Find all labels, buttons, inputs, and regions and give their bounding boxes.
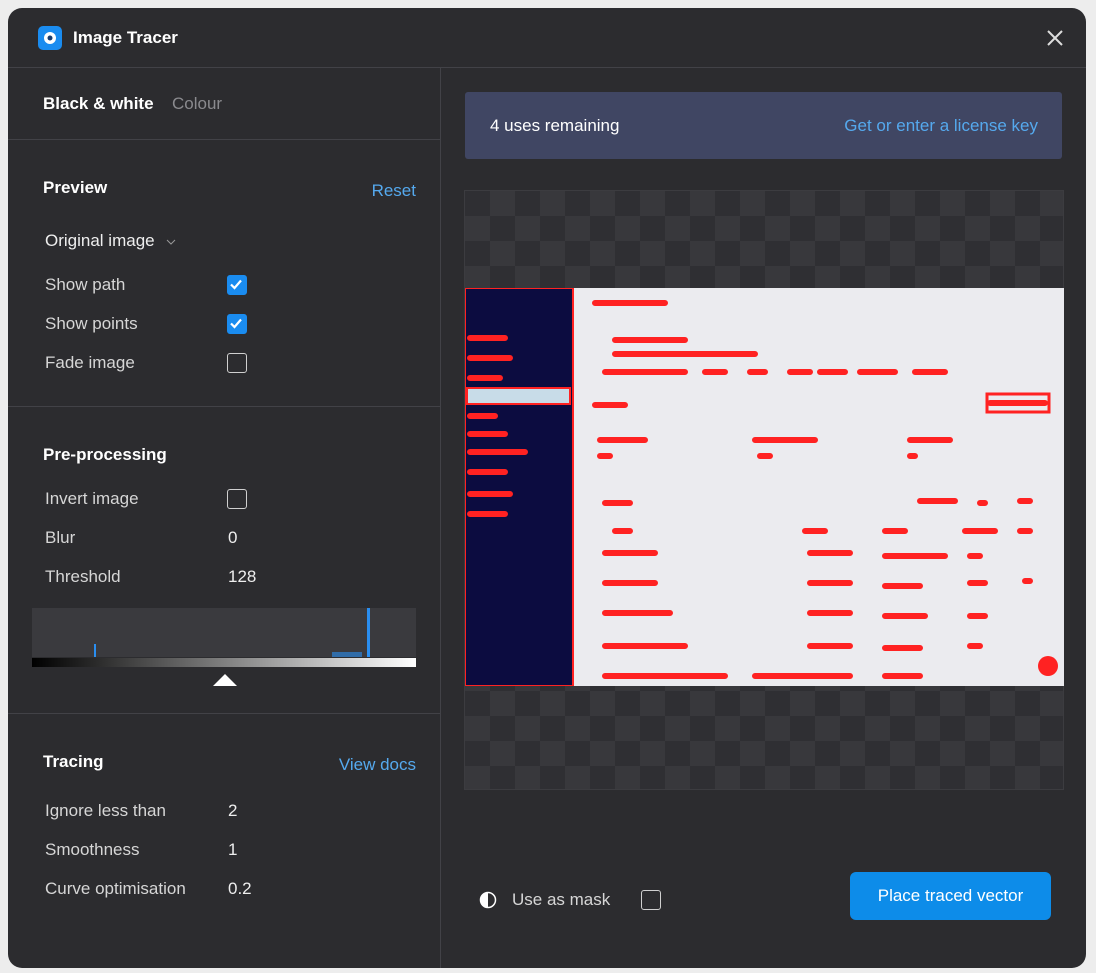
option-label: Show path: [45, 275, 126, 294]
checkbox[interactable]: [227, 275, 247, 295]
setting-value[interactable]: 128: [228, 567, 257, 586]
mask-icon: [479, 891, 497, 909]
option-label: Invert image: [45, 489, 139, 508]
checkbox[interactable]: [227, 314, 247, 334]
button-label: Place traced vector: [877, 886, 1024, 905]
mask-checkbox[interactable]: [641, 890, 661, 910]
tab[interactable]: Colour: [172, 94, 223, 113]
divider: [8, 67, 1086, 68]
setting-value[interactable]: 1: [228, 840, 238, 859]
setting-value[interactable]: 2: [228, 801, 238, 820]
checkbox[interactable]: [227, 489, 247, 509]
license-banner: 4 uses remaining Get or enter a license …: [465, 92, 1062, 159]
setting-label: Smoothness: [45, 840, 140, 859]
divider: [8, 139, 440, 140]
threshold-handle[interactable]: [213, 674, 237, 686]
divider: [8, 713, 440, 714]
section-title: Tracing: [43, 752, 104, 771]
tab[interactable]: Black & white: [43, 94, 154, 113]
setting-label: Threshold: [45, 567, 121, 586]
app-icon: [38, 26, 62, 50]
close-button[interactable]: [1046, 29, 1064, 47]
mode-dropdown[interactable]: Original image: [45, 231, 155, 250]
divider: [440, 67, 441, 968]
threshold-gradient: [32, 658, 416, 667]
checkbox[interactable]: [227, 353, 247, 373]
license-link[interactable]: Get or enter a license key: [844, 116, 1038, 135]
option-label: Show points: [45, 314, 138, 333]
preview-image: [465, 288, 1064, 686]
mask-label: Use as mask: [512, 890, 611, 909]
section-title: Pre-processing: [43, 445, 167, 464]
divider: [8, 406, 440, 407]
trace-preview: [464, 190, 1064, 790]
docs-link[interactable]: View docs: [338, 755, 416, 774]
reset-link[interactable]: Reset: [371, 181, 416, 200]
dialog: Image Tracer Black & white Colour Previe…: [8, 8, 1086, 968]
setting-label: Ignore less than: [45, 801, 166, 820]
setting-value[interactable]: 0.2: [228, 879, 252, 898]
license-message: 4 uses remaining: [490, 116, 620, 135]
setting-value[interactable]: 0: [228, 528, 238, 547]
setting-label: Blur: [45, 528, 76, 547]
place-button[interactable]: Place traced vector: [850, 872, 1051, 920]
option-label: Fade image: [45, 353, 135, 372]
section-title: Preview: [43, 178, 108, 197]
histogram: [32, 608, 416, 657]
window-title: Image Tracer: [73, 28, 178, 47]
chevron: [166, 239, 176, 245]
setting-label: Curve optimisation: [45, 879, 186, 898]
